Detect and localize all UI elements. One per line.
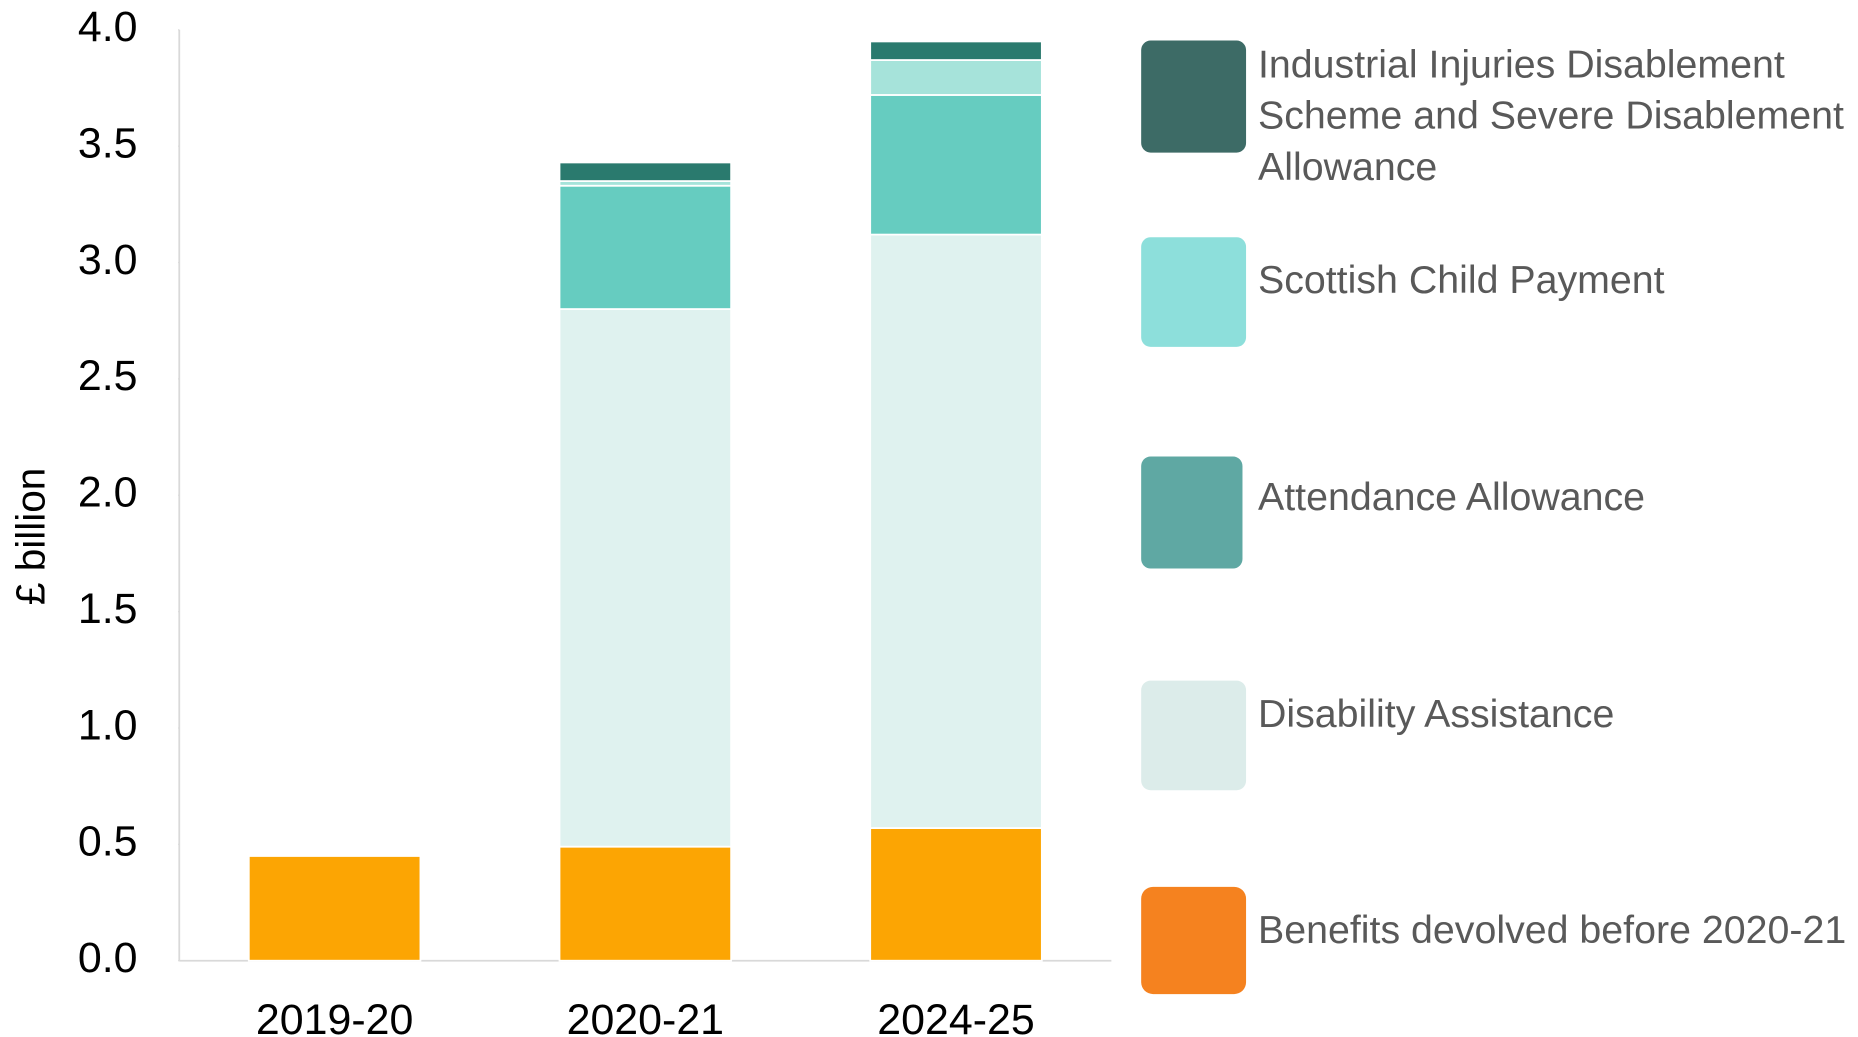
- legend-icon: [1141, 886, 1247, 995]
- legend-icon: [1141, 680, 1247, 791]
- bar-segment: [558, 308, 733, 848]
- legend-label: Scottish Child Payment: [1257, 257, 1665, 302]
- legend-label: Disability Assistance: [1257, 691, 1615, 736]
- bar-segment: [558, 161, 733, 182]
- y-tick-label: 1.5: [78, 585, 138, 633]
- legend-icon: [1141, 237, 1247, 347]
- legend-entry: Disability Assistance: [1257, 691, 1615, 736]
- y-tick-label: 1.0: [78, 701, 138, 749]
- legend-entry: Attendance Allowance: [1257, 474, 1646, 519]
- legend-icon: [1141, 456, 1243, 569]
- y-tick-label: 2.5: [78, 352, 138, 400]
- legend-label: Attendance Allowance: [1257, 474, 1646, 519]
- bar-segment: [558, 184, 733, 310]
- legend-entry: Benefits devolved before 2020-21: [1257, 907, 1847, 952]
- y-tick-label: 0.5: [78, 818, 138, 866]
- bar-segment: [247, 855, 422, 962]
- legend-entry: Scottish Child Payment: [1257, 257, 1665, 302]
- x-tick-label: 2019-20: [256, 996, 413, 1037]
- y-tick-label: 0.0: [78, 934, 138, 982]
- y-tick-label: 3.0: [78, 236, 138, 284]
- y-tick-label: 4.0: [78, 3, 138, 51]
- bar-segment: [869, 94, 1043, 236]
- bar-segment: [869, 59, 1043, 96]
- legend-entry: Industrial Injuries Disablement Scheme a…: [1257, 41, 1844, 189]
- bar-segment: [869, 827, 1043, 962]
- x-tick-label: 2024-25: [877, 996, 1034, 1037]
- legend-label: Benefits devolved before 2020-21: [1257, 907, 1847, 952]
- bar-segment: [558, 845, 733, 962]
- x-tick-label: 2020-21: [567, 996, 724, 1037]
- y-tick-label: 3.5: [78, 119, 138, 167]
- y-tick-label: 2.0: [78, 469, 138, 517]
- bar-segment: [869, 233, 1043, 829]
- legend-label: Industrial Injuries Disablement Scheme a…: [1257, 41, 1844, 189]
- y-axis-title: £ billion: [8, 468, 54, 605]
- bar-segment: [869, 40, 1043, 61]
- legend-icon: [1141, 40, 1247, 153]
